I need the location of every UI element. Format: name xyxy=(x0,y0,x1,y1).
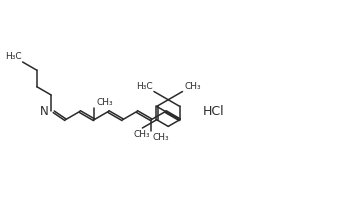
Text: HCl: HCl xyxy=(203,105,225,118)
Text: CH₃: CH₃ xyxy=(134,130,150,139)
Text: CH₃: CH₃ xyxy=(96,98,113,107)
Text: CH₃: CH₃ xyxy=(153,133,170,142)
Text: H₃C: H₃C xyxy=(136,82,152,91)
Text: CH₃: CH₃ xyxy=(184,82,201,91)
Text: N: N xyxy=(40,105,48,118)
Text: H₃C: H₃C xyxy=(5,52,22,61)
